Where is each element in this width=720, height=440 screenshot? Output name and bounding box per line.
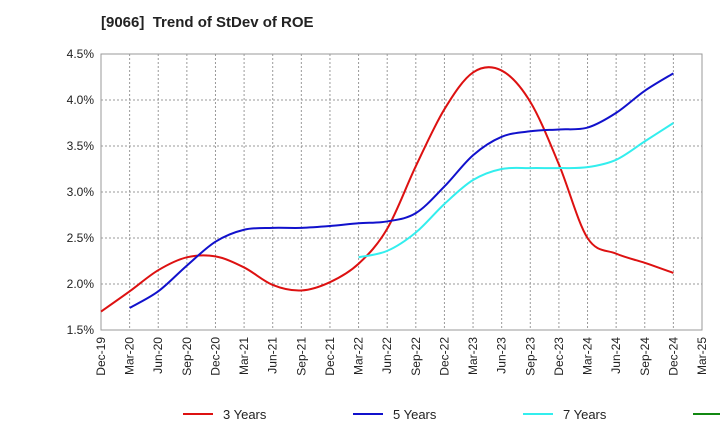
plot-frame bbox=[100, 53, 703, 331]
x-tick-label: Sep-23 bbox=[523, 337, 537, 376]
legend-label-7-years: 7 Years bbox=[563, 407, 607, 422]
y-tick-label: 4.5% bbox=[67, 47, 95, 61]
x-tick-label: Dec-24 bbox=[666, 337, 680, 376]
x-tick-label: Jun-21 bbox=[266, 337, 280, 374]
x-tick-label: Sep-22 bbox=[409, 337, 423, 376]
x-tick-label: Jun-22 bbox=[380, 337, 394, 374]
y-tick-label: 4.0% bbox=[67, 93, 95, 107]
x-tick-label: Mar-22 bbox=[352, 337, 366, 375]
y-tick-label: 3.0% bbox=[67, 185, 95, 199]
legend-label-3-years: 3 Years bbox=[223, 407, 267, 422]
x-tick-label: Sep-21 bbox=[294, 337, 308, 376]
x-tick-label: Sep-24 bbox=[638, 337, 652, 376]
x-tick-label: Sep-20 bbox=[180, 337, 194, 376]
x-tick-label: Mar-20 bbox=[123, 337, 137, 375]
x-tick-label: Dec-21 bbox=[323, 337, 337, 376]
x-tick-label: Mar-24 bbox=[581, 337, 595, 375]
series-lines bbox=[100, 66, 674, 313]
y-tick-label: 2.5% bbox=[67, 231, 95, 245]
x-tick-label: Dec-20 bbox=[208, 337, 222, 376]
x-axis-ticks: Dec-19 Mar-20 Jun-20 Sep-20 Dec-20 Mar-21 Jun-… bbox=[94, 337, 709, 376]
series-line-7-years bbox=[358, 122, 674, 259]
x-tick-label: Jun-20 bbox=[151, 337, 165, 374]
grid-lines bbox=[100, 53, 703, 331]
legend-label-5-years: 5 Years bbox=[393, 407, 437, 422]
x-tick-label: Mar-23 bbox=[466, 337, 480, 375]
x-tick-label: Dec-23 bbox=[552, 337, 566, 376]
x-tick-label: Dec-19 bbox=[94, 337, 108, 376]
x-tick-label: Mar-21 bbox=[237, 337, 251, 375]
x-tick-label: Jun-24 bbox=[609, 337, 623, 374]
series-line-5-years bbox=[129, 72, 674, 309]
y-axis-ticks: 1.5% 2.0% 2.5% 3.0% 3.5% 4.0% 4.5% bbox=[67, 47, 95, 337]
x-tick-label: Mar-25 bbox=[695, 337, 709, 375]
x-tick-label: Dec-22 bbox=[437, 337, 451, 376]
x-tick-label: Jun-23 bbox=[495, 337, 509, 374]
y-tick-label: 3.5% bbox=[67, 139, 95, 153]
y-tick-label: 1.5% bbox=[67, 323, 95, 337]
y-tick-label: 2.0% bbox=[67, 277, 95, 291]
chart-title: [9066] Trend of StDev of ROE bbox=[101, 14, 314, 31]
